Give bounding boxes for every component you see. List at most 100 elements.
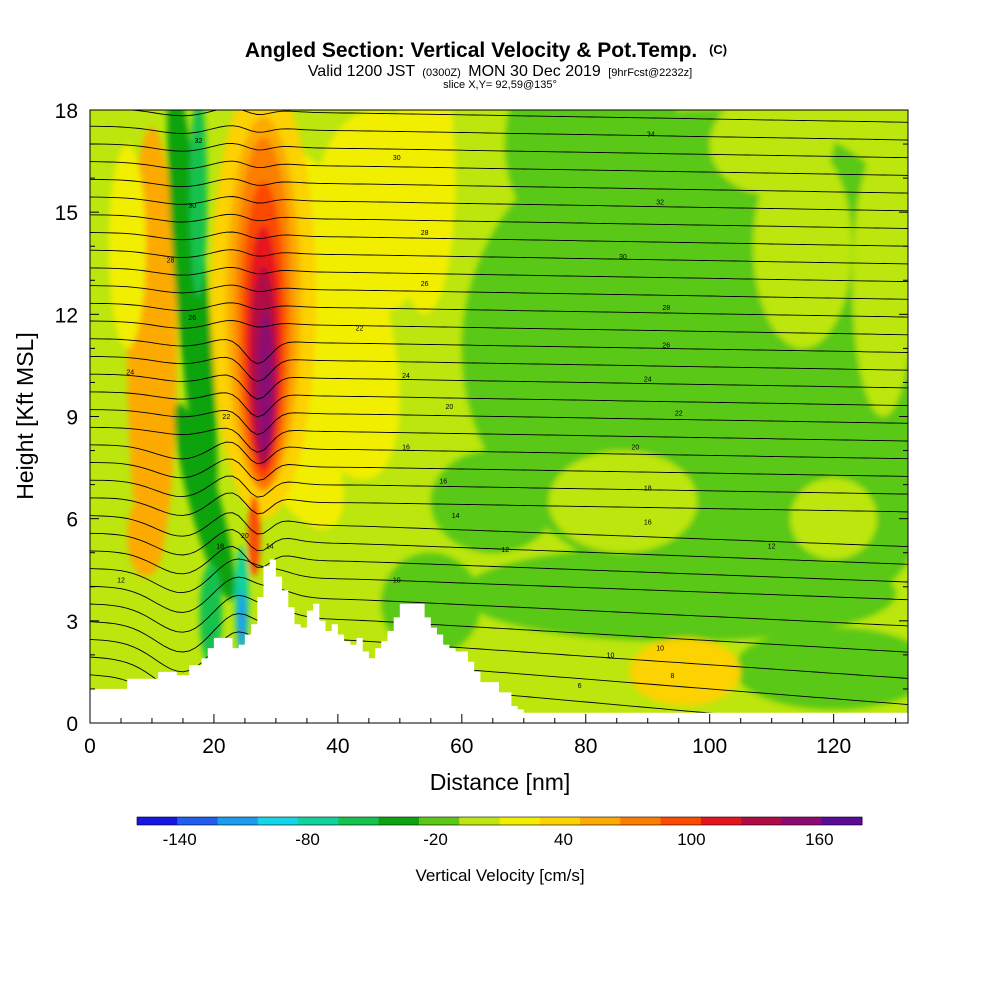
contour-label: 34 [647,131,655,138]
velocity-region [734,627,908,710]
pot-temp-contour [90,594,908,653]
pot-temp-contour [90,426,908,453]
contour-label: 16 [644,520,652,527]
colorbar-swatch [660,817,702,825]
plot-area: 32 30 28 26 24 22 18 20 14 12 30 28 26 22 24 20 16 16 14 12… [90,90,908,723]
forecast-label: [9hrFcst@2232z] [608,67,692,79]
pot-temp-contour [90,492,908,516]
velocity-region [852,144,908,417]
y-tick-label: 9 [66,407,78,430]
y-tick-label: 6 [66,509,78,532]
colorbar-tick-label: 100 [677,830,705,849]
pot-temp-contour [90,231,908,247]
terrain-mask [90,559,908,723]
chart-subtitle: Valid 1200 JST (0300Z) MON 30 Dec 2019 [… [308,63,692,80]
colorbar-tick-label: -140 [163,830,197,849]
colorbar-swatch [620,817,662,825]
colorbar-frame [136,816,863,826]
contour-label: 28 [421,230,429,237]
contour-label: 16 [402,445,410,452]
x-tick-label: 60 [450,735,473,758]
y-tick-label: 12 [55,304,78,327]
pot-temp-contour [90,441,908,465]
contour-label: 22 [222,414,230,421]
colorbar-tick-label: 160 [805,830,833,849]
contour-label: 24 [402,373,410,380]
contour-label: 18 [216,543,224,550]
contour-label: 20 [446,404,454,411]
x-tick-label: 120 [816,735,851,758]
contour-label: 26 [421,281,429,288]
contour-label: 14 [266,543,274,550]
pot-temp-contour [90,631,908,706]
slice-label: slice X,Y= 92,59@135° [443,79,557,91]
colorbar-swatch [137,817,178,825]
pot-temp-contour [90,558,908,601]
colorbar-tick-label: -80 [295,830,320,849]
contour-label: 24 [126,370,134,377]
pot-temp-contours [90,90,908,723]
pot-temp-contour [90,576,908,627]
colorbar-swatch [459,817,500,825]
colorbar-tick-label: -20 [423,830,448,849]
contour-label: 10 [607,652,615,659]
pot-temp-contour [90,545,908,583]
x-axis: 0 20 40 60 80 100 120 [84,714,897,758]
contour-label: 10 [656,646,664,653]
contour-label: 18 [644,486,652,493]
x-tick-label: 20 [202,735,225,758]
valid-utc: (0300Z) [422,67,461,79]
colorbar-swatch [177,817,219,825]
x-tick-label: 40 [326,735,349,758]
pot-temp-contour [90,512,908,548]
colorbar-swatch [338,817,380,825]
x-tick-label: 0 [84,735,96,758]
pot-temp-contour [90,338,908,365]
pot-temp-contour [90,213,908,229]
contour-label: 32 [656,199,664,206]
contour-label: 28 [167,257,175,264]
pot-temp-contour [90,160,908,176]
pot-temp-contour [90,409,908,436]
colorbar-label: Vertical Velocity [cm/s] [415,866,584,885]
contour-label: 12 [501,547,509,554]
pot-temp-contour [90,613,908,679]
x-tick-label: 80 [574,735,597,758]
contour-label: 14 [452,513,460,520]
valid-date: MON 30 Dec 2019 [468,63,601,80]
y-tick-label: 18 [55,100,78,123]
colorbar-swatch [781,817,823,825]
x-tick-label: 100 [692,735,727,758]
colorbar-swatch [821,817,863,825]
contour-label: 22 [675,411,683,418]
colorbar-swatch [418,817,460,825]
contour-label: 32 [195,138,203,145]
pot-temp-contour [90,475,908,498]
contour-label: 12 [768,543,776,550]
contour-label: 16 [439,479,447,486]
velocity-region [108,144,146,349]
pot-temp-contour [90,90,908,104]
pot-temp-contour [90,249,908,265]
velocity-region [548,450,698,553]
velocity-region [189,110,208,298]
colorbar-swatch [580,817,621,825]
velocity-region [237,590,247,652]
x-axis-label: Distance [nm] [430,769,571,795]
colorbar-swatch [700,817,742,825]
pot-temp-contour [90,373,908,400]
colorbar-tick-label: 40 [554,830,573,849]
velocity-region [167,110,218,518]
pot-temp-contour [124,110,908,123]
contour-label: 10 [393,577,401,584]
contour-label: 30 [619,254,627,261]
y-axis-label: Height [Kft MSL] [12,332,38,499]
colorbar-swatch [378,817,420,825]
colorbar-swatch [257,817,299,825]
velocity-region [430,450,555,553]
velocity-region [790,477,878,560]
y-tick-label: 15 [55,202,78,225]
colorbar-swatch [539,817,581,825]
